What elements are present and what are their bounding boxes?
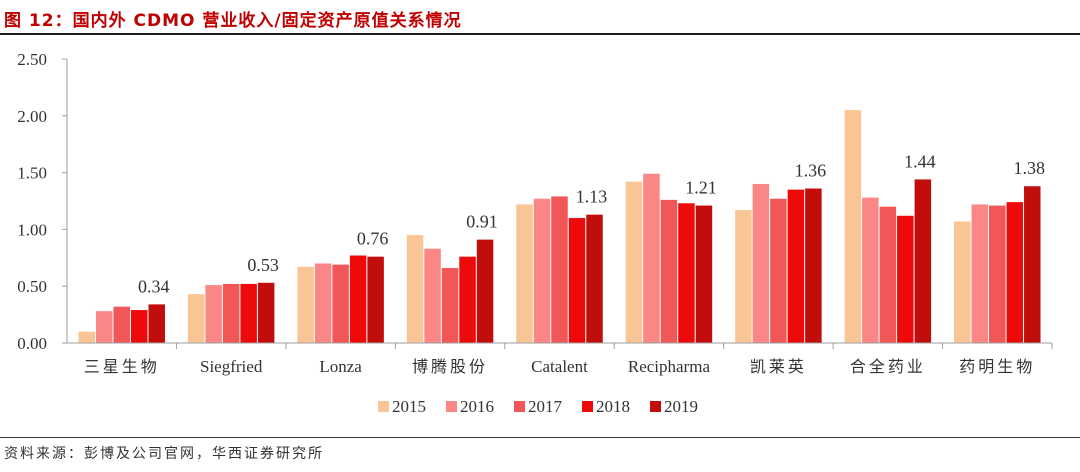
data-label: 1.21 <box>685 178 717 198</box>
bar-2019 <box>1024 186 1041 343</box>
bar-2018 <box>678 203 695 343</box>
legend-swatch-2017 <box>514 401 525 412</box>
bar-2015 <box>406 235 424 343</box>
y-tick-label: 1.00 <box>17 220 47 239</box>
bar-2015 <box>844 110 862 344</box>
bar-2017 <box>551 196 568 343</box>
bar-2016 <box>424 248 441 343</box>
x-tick-label: 药明生物 <box>959 357 1035 376</box>
legend-label: 2017 <box>528 397 563 416</box>
bar-2019 <box>257 282 275 343</box>
x-tick-label: 凯莱英 <box>750 357 807 376</box>
bar-2016 <box>862 197 879 343</box>
x-tick-label: 博腾股份 <box>412 357 488 376</box>
bar-2017 <box>879 206 897 343</box>
bar-2019 <box>914 179 932 343</box>
x-tick-label: 三星生物 <box>84 357 160 376</box>
legend-label: 2018 <box>596 397 630 416</box>
y-tick-label: 2.00 <box>17 107 47 126</box>
data-label: 1.13 <box>576 187 608 207</box>
bar-2019 <box>805 188 822 343</box>
bar-2018 <box>349 255 367 343</box>
bar-2019 <box>476 239 494 343</box>
bar-2015 <box>954 221 971 343</box>
x-tick-label: 合全药业 <box>850 357 926 376</box>
bar-2015 <box>78 331 95 343</box>
bar-2018 <box>787 189 805 343</box>
title-divider <box>0 33 1080 35</box>
legend-label: 2016 <box>460 397 494 416</box>
x-tick-label: Siegfried <box>200 357 263 376</box>
legend-label: 2019 <box>664 397 698 416</box>
data-label: 0.34 <box>138 276 170 296</box>
x-tick-label: Lonza <box>319 357 362 376</box>
bar-chart: 0.00 0.50 1.00 1.50 2.00 2.50 0.34 三星生物 0.53 Sieg… <box>17 50 1053 416</box>
bar-2016 <box>643 173 660 343</box>
bar-2017 <box>222 283 240 343</box>
bar-2018 <box>568 218 586 343</box>
data-label: 0.53 <box>247 255 279 275</box>
data-label: 0.76 <box>357 229 389 249</box>
data-label: 0.91 <box>466 212 498 232</box>
data-label: 1.38 <box>1014 158 1046 178</box>
bar-2017 <box>770 198 787 343</box>
bar-2015 <box>187 294 205 343</box>
bar-2016 <box>205 285 222 343</box>
x-tick-label: Recipharma <box>628 357 711 376</box>
bar-2017 <box>989 205 1006 343</box>
legend-swatch-2018 <box>582 401 593 412</box>
bar-2019 <box>148 304 165 343</box>
bar-2016 <box>314 263 332 343</box>
bar-2016 <box>533 198 551 343</box>
bar-2015 <box>625 181 643 343</box>
bar-2018 <box>130 310 148 343</box>
bar-2017 <box>660 199 678 343</box>
bar-2016 <box>95 311 113 343</box>
bar-2017 <box>113 306 130 343</box>
data-label: 1.44 <box>904 151 936 171</box>
y-tick-label: 0.50 <box>17 277 47 296</box>
bar-2018 <box>240 283 257 343</box>
bar-2019 <box>695 205 713 343</box>
y-tick-label: 2.50 <box>17 50 47 69</box>
legend-swatch-2016 <box>446 401 457 412</box>
bar-2017 <box>441 268 459 343</box>
y-tick-label: 1.50 <box>17 164 47 183</box>
bar-2019 <box>367 256 384 343</box>
bar-2019 <box>586 214 603 343</box>
source-divider <box>0 437 1080 438</box>
bar-2017 <box>332 264 349 343</box>
legend-swatch-2015 <box>378 401 389 412</box>
bar-2016 <box>971 204 989 343</box>
legend-label: 2015 <box>392 397 426 416</box>
legend-swatch-2019 <box>650 401 661 412</box>
bar-2018 <box>897 215 914 343</box>
bar-2015 <box>297 266 314 343</box>
data-label: 1.36 <box>795 161 827 181</box>
bar-2018 <box>1006 202 1024 343</box>
figure-title: 图 12：国内外 CDMO 营业收入/固定资产原值关系情况 <box>4 11 462 31</box>
bar-2016 <box>752 183 770 343</box>
bar-2015 <box>735 210 752 343</box>
x-tick-label: Catalent <box>531 357 588 376</box>
y-tick-label: 0.00 <box>17 334 47 353</box>
source-note: 资料来源：彭博及公司官网，华西证券研究所 <box>4 446 324 462</box>
bar-2018 <box>459 256 476 343</box>
bar-2015 <box>516 204 533 343</box>
